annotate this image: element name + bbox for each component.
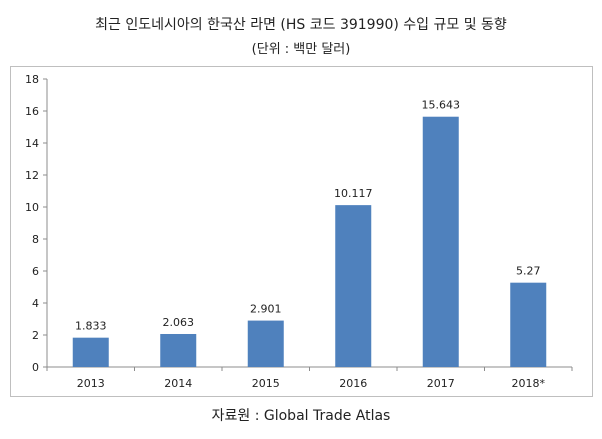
chart-area <box>10 66 593 397</box>
chart-subtitle: (단위 : 백만 달러) <box>251 42 351 57</box>
x-tick-label: 2018* <box>512 377 546 390</box>
x-tick-label: 2015 <box>252 377 280 390</box>
x-tick-label: 2014 <box>164 377 192 390</box>
y-tick-label: 16 <box>25 105 39 118</box>
y-tick-label: 6 <box>32 265 39 278</box>
y-tick-label: 2 <box>32 329 39 342</box>
bar <box>510 282 547 367</box>
chart-title: 최근 인도네시아의 한국산 라면 (HS 코드 391990) 수입 규모 및 … <box>95 17 507 33</box>
y-tick-label: 18 <box>25 73 39 86</box>
bar <box>72 337 109 367</box>
data-label: 15.643 <box>422 99 461 112</box>
y-tick-label: 0 <box>32 361 39 374</box>
data-label: 2.901 <box>250 303 282 316</box>
data-label: 2.063 <box>163 316 195 329</box>
data-label: 5.27 <box>516 265 541 278</box>
data-label: 1.833 <box>75 320 107 333</box>
x-tick-label: 2017 <box>427 377 455 390</box>
y-tick-label: 10 <box>25 201 39 214</box>
x-tick-label: 2016 <box>339 377 367 390</box>
bar <box>247 320 284 367</box>
y-tick-label: 4 <box>32 297 39 310</box>
bar <box>160 333 197 367</box>
y-tick-label: 12 <box>25 169 39 182</box>
y-tick-label: 8 <box>32 233 39 246</box>
bar <box>422 116 459 367</box>
x-tick-label: 2013 <box>77 377 105 390</box>
data-label: 10.117 <box>334 187 373 200</box>
source-note: 자료원 : Global Trade Atlas <box>211 408 391 424</box>
bar <box>335 205 372 367</box>
y-tick-label: 14 <box>25 137 39 150</box>
